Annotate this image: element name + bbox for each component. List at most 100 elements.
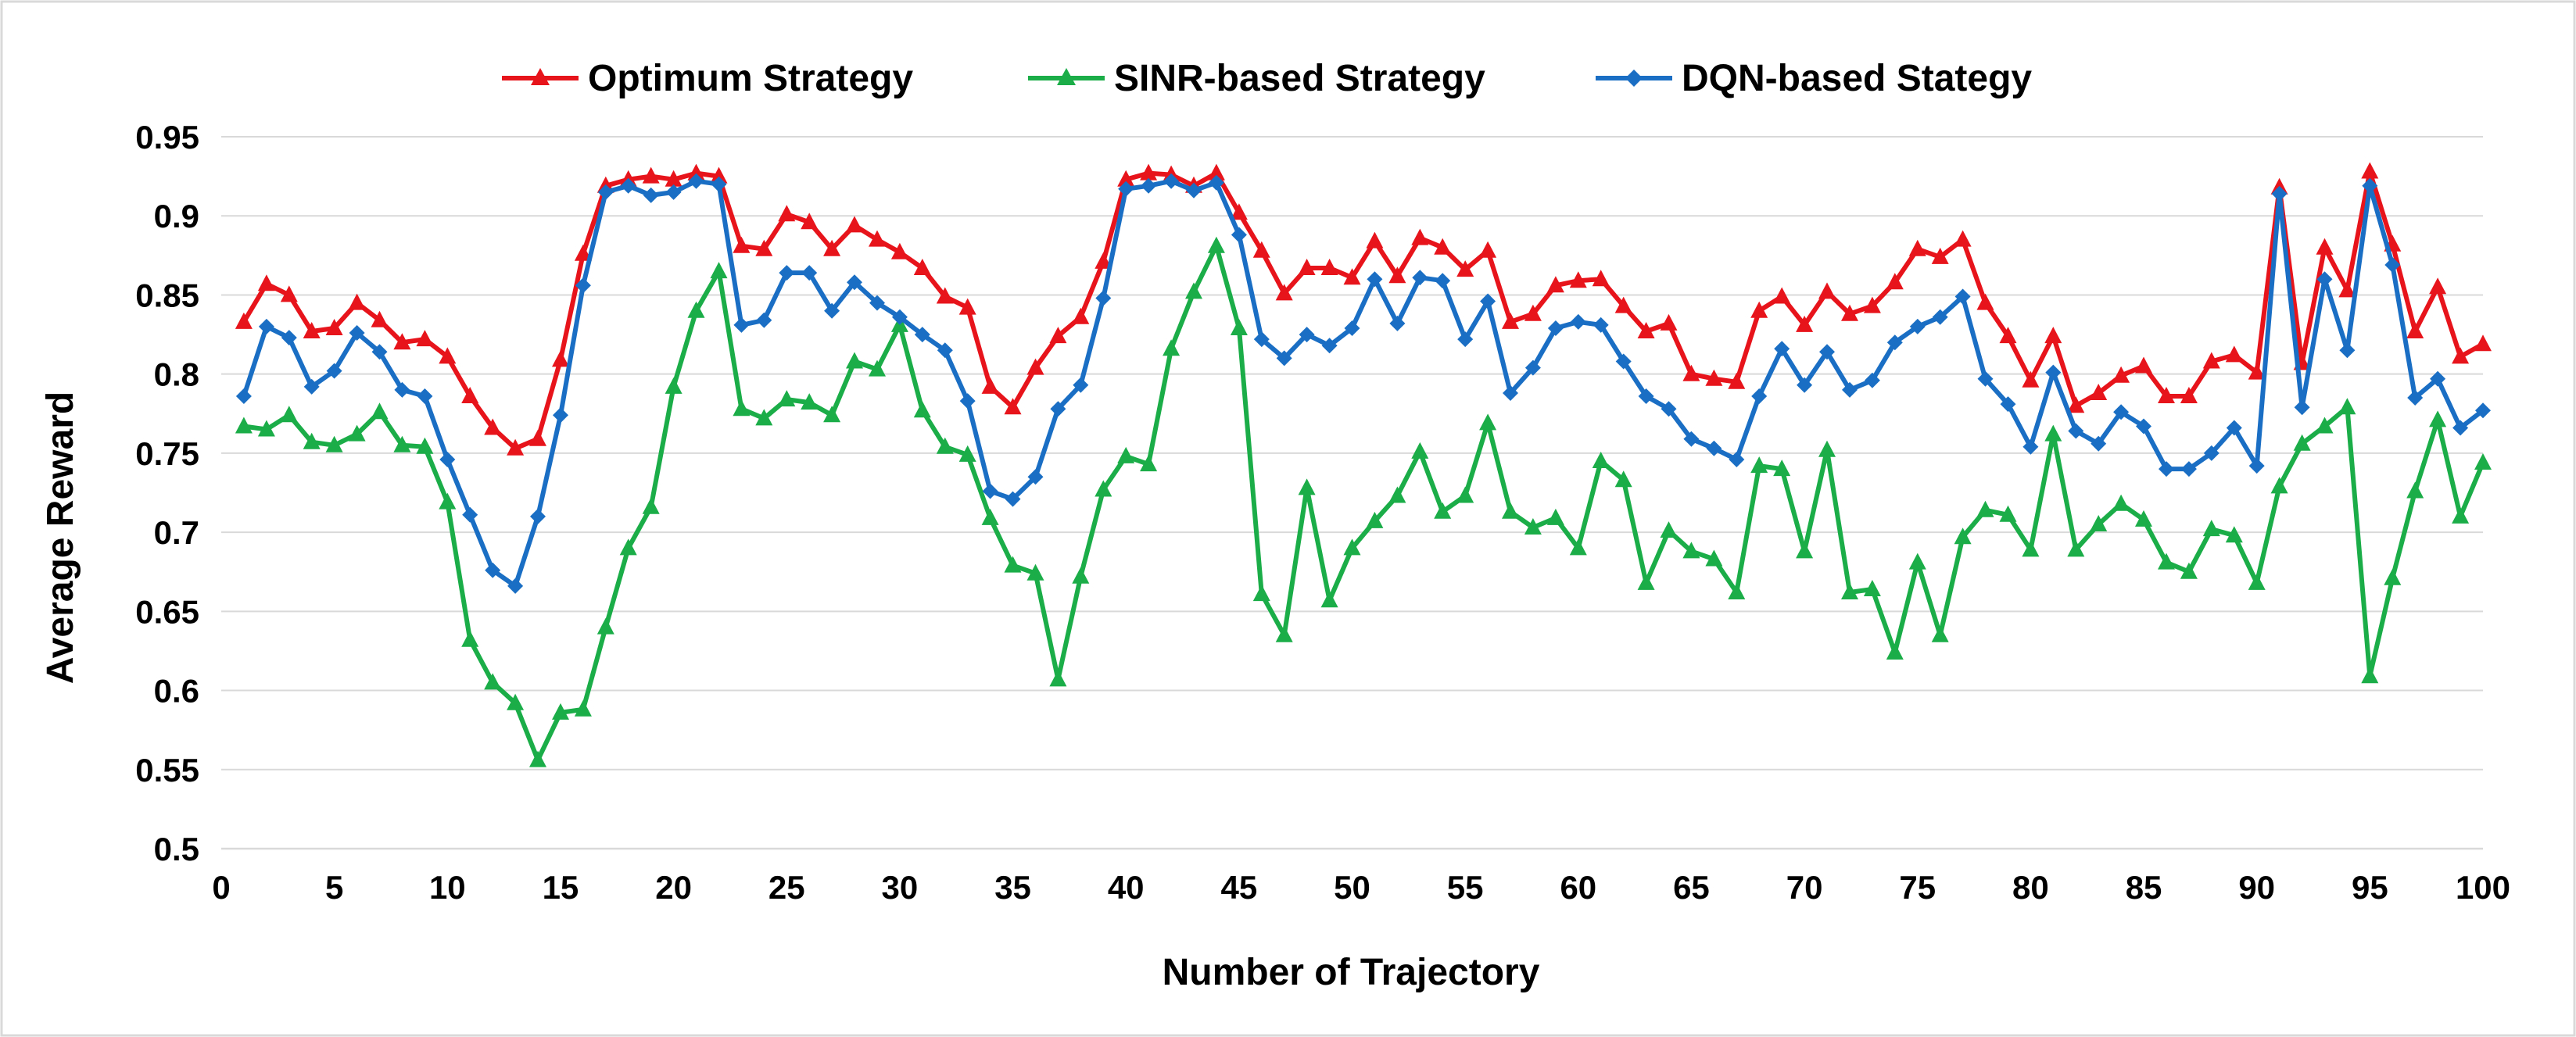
data-point-dqn [847, 274, 862, 291]
data-point-sinr [1117, 446, 1135, 463]
data-point-dqn [2316, 271, 2333, 288]
data-point-sinr [2384, 568, 2402, 585]
data-point-dqn [1886, 334, 1903, 351]
data-point-sinr [642, 497, 660, 514]
data-point-dqn [2248, 458, 2265, 474]
data-point-dqn [1751, 388, 1768, 404]
x-tick-label: 0 [212, 869, 230, 906]
data-point-sinr [371, 402, 389, 420]
axes: 0.5 0.55 0.6 0.65 0.7 0.75 0.8 0.85 0.9 0.95 0 5 10 1… [135, 119, 2510, 906]
data-point-optimum [2090, 384, 2108, 400]
data-point-optimum [710, 166, 728, 184]
data-point-optimum [1773, 287, 1791, 304]
data-point-optimum [755, 239, 773, 256]
data-point-dqn [1435, 273, 1451, 289]
data-point-sinr [1502, 502, 1519, 519]
data-point-optimum [2338, 281, 2356, 298]
data-point-sinr [2248, 573, 2266, 590]
data-point-sinr [1818, 440, 1836, 457]
x-tick-label: 70 [1786, 869, 1823, 906]
data-point-sinr [1841, 583, 1858, 599]
data-point-sinr [2067, 540, 2085, 557]
data-point-dqn [959, 393, 976, 409]
data-point-sinr [2225, 526, 2243, 543]
data-point-optimum [1976, 293, 1994, 310]
data-point-optimum [2044, 327, 2062, 344]
data-point-dqn [756, 312, 772, 328]
data-point-sinr [687, 301, 705, 318]
data-point-optimum [733, 236, 751, 253]
data-point-sinr [1954, 527, 1972, 545]
data-point-sinr [619, 538, 637, 556]
x-tick-label: 15 [543, 869, 579, 906]
data-point-sinr [1049, 670, 1067, 687]
data-point-sinr [1095, 480, 1112, 497]
data-point-sinr [869, 359, 886, 377]
data-point-dqn [1570, 313, 1586, 330]
data-point-optimum [1999, 327, 2017, 344]
data-point-optimum [2361, 162, 2379, 179]
data-point-optimum [1569, 271, 1587, 288]
data-point-optimum [507, 438, 525, 456]
data-point-sinr [1411, 442, 1429, 459]
data-point-dqn [1615, 353, 1632, 370]
data-point-dqn [1141, 177, 1157, 194]
series-line-dqn [241, 178, 2485, 588]
data-point-dqn [1118, 181, 1134, 197]
data-point-sinr [416, 437, 434, 454]
data-point-dqn [1638, 388, 1654, 404]
data-point-sinr [484, 673, 502, 690]
data-point-sinr [1546, 508, 1564, 525]
data-point-optimum [235, 312, 253, 329]
data-point-dqn [1774, 341, 1790, 357]
data-point-sinr [2316, 417, 2334, 434]
data-point-dqn [2294, 399, 2310, 416]
legend-marker-dqn [1625, 70, 1643, 87]
data-point-dqn [1253, 331, 1270, 348]
data-point-sinr [1207, 236, 1225, 253]
data-point-dqn [439, 452, 456, 467]
data-point-dqn [417, 388, 433, 404]
data-point-optimum [1366, 231, 1384, 249]
data-point-sinr [1569, 538, 1587, 556]
data-point-optimum [2022, 370, 2040, 388]
data-point-dqn [869, 295, 885, 311]
data-point-optimum [1546, 276, 1564, 293]
data-point-optimum [371, 310, 389, 327]
data-point-dqn [2452, 420, 2469, 436]
data-point-dqn [688, 173, 704, 189]
data-point-optimum [1908, 239, 1926, 256]
data-point-optimum [1275, 284, 1293, 301]
data-point-sinr [1750, 456, 1768, 474]
data-point-sinr [1931, 625, 1949, 642]
data-point-dqn [1027, 469, 1044, 485]
data-point-sinr [439, 492, 457, 510]
data-point-dqn [643, 187, 659, 203]
legend-label-dqn: DQN-based Stategy [1682, 58, 2032, 99]
data-point-sinr [1185, 282, 1202, 299]
data-point-sinr [1705, 549, 1723, 567]
data-point-dqn [1276, 350, 1292, 367]
data-point-sinr [2044, 424, 2062, 442]
x-tick-label: 35 [994, 869, 1031, 906]
data-point-optimum [1931, 247, 1949, 264]
data-point-sinr [665, 377, 683, 394]
data-point-sinr [2270, 477, 2288, 494]
x-tick-label: 10 [429, 869, 466, 906]
data-point-sinr [1456, 486, 1474, 503]
data-point-dqn [371, 344, 388, 360]
data-point-optimum [778, 205, 796, 222]
data-point-sinr [1388, 486, 1406, 503]
data-point-sinr [2338, 398, 2356, 415]
data-point-dqn [1706, 440, 1722, 456]
data-point-dqn [258, 318, 274, 334]
data-point-optimum [2248, 363, 2266, 380]
data-point-sinr [1230, 319, 1248, 335]
data-point-dqn [982, 483, 998, 499]
data-point-optimum [1614, 296, 1632, 313]
data-point-sinr [303, 432, 321, 449]
data-point-optimum [2429, 277, 2447, 295]
legend-marker-sinr [1057, 68, 1076, 85]
data-point-optimum [1026, 358, 1044, 375]
data-point-optimum [1637, 322, 1655, 338]
